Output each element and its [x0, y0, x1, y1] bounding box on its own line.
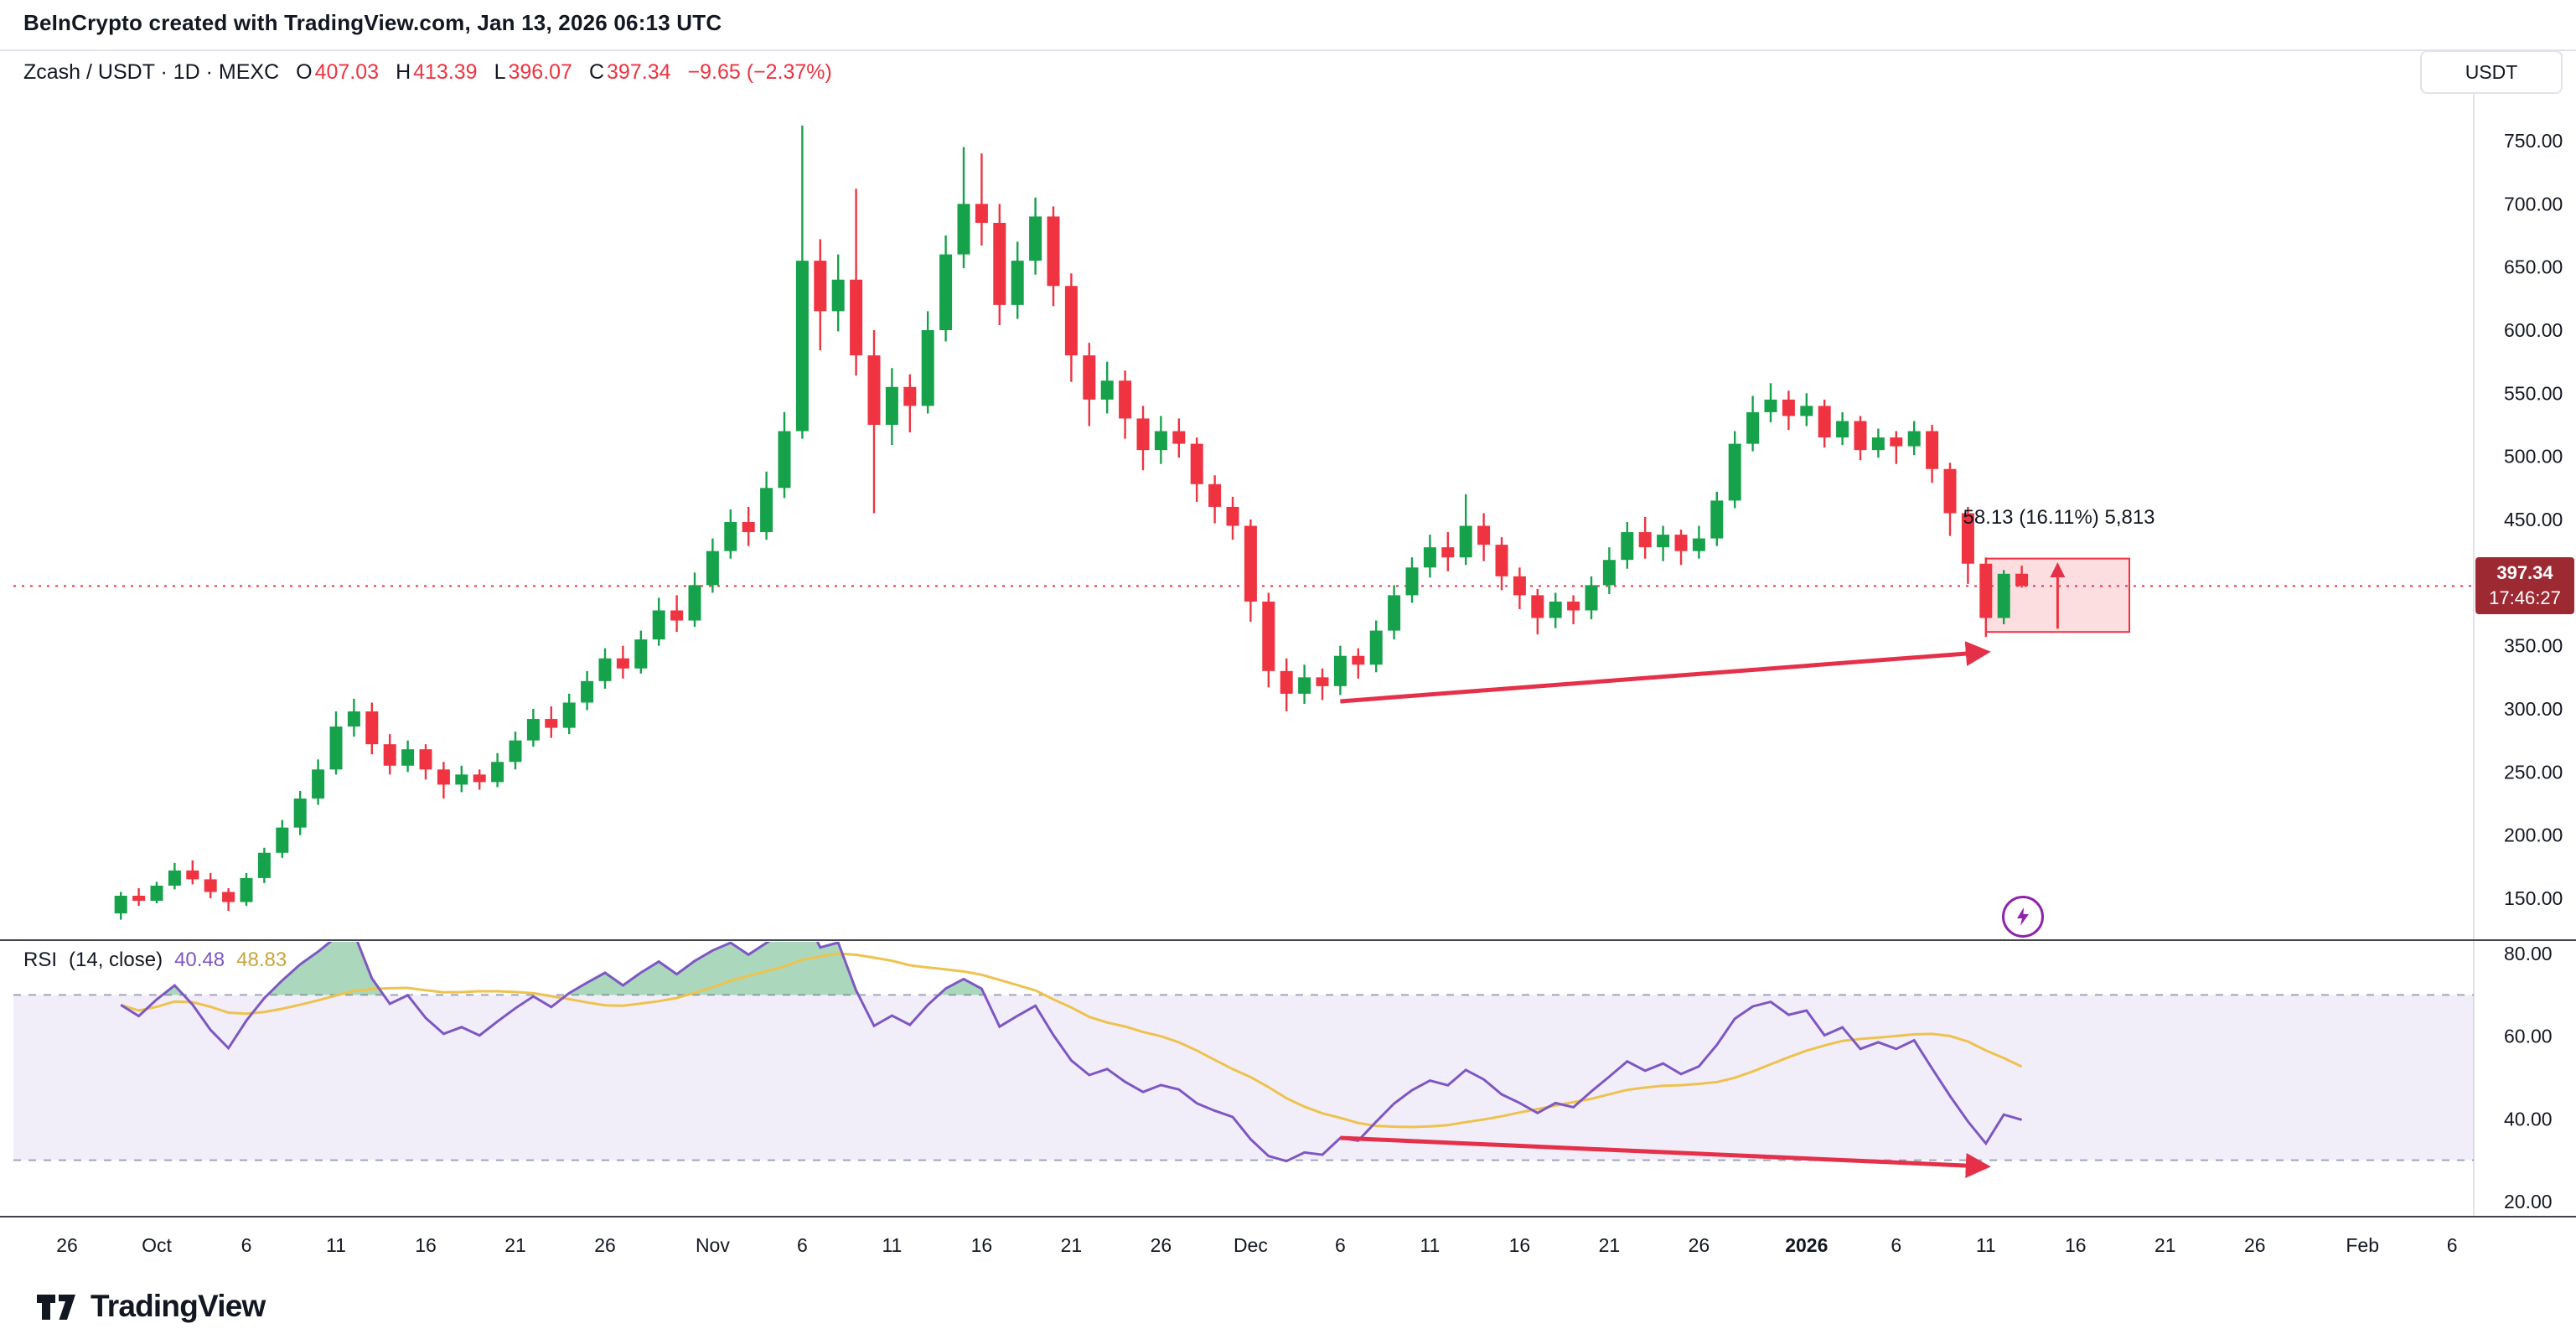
ohlc-open: O 407.03 — [296, 60, 379, 85]
svg-text:26: 26 — [56, 1234, 78, 1256]
svg-text:16: 16 — [2065, 1234, 2087, 1256]
svg-text:250.00: 250.00 — [2504, 761, 2563, 783]
svg-text:6: 6 — [1335, 1234, 1346, 1256]
symbol-legend[interactable]: Zcash / USDT · 1D · MEXC O 407.03 H 413.… — [23, 60, 832, 85]
svg-text:11: 11 — [1420, 1234, 1440, 1256]
svg-text:150.00: 150.00 — [2504, 887, 2563, 909]
ohlc-low: L 396.07 — [494, 60, 572, 85]
svg-text:350.00: 350.00 — [2504, 635, 2563, 657]
rsi-ma-line — [120, 952, 2023, 1129]
price-axis-labels: 750.00 700.00 650.00 600.00 550.00 500.00 450.… — [2504, 130, 2563, 909]
close-value: 397.34 — [607, 60, 671, 84]
rsi-params: (14, close) — [69, 949, 163, 971]
svg-text:6: 6 — [1891, 1234, 1901, 1256]
svg-text:200.00: 200.00 — [2504, 825, 2563, 846]
svg-text:26: 26 — [1151, 1234, 1172, 1256]
svg-text:16: 16 — [1509, 1234, 1531, 1256]
svg-text:450.00: 450.00 — [2504, 509, 2563, 530]
rsi-axis-labels: 80.00 60.00 40.00 20.00 — [2504, 943, 2553, 1212]
svg-text:700.00: 700.00 — [2504, 193, 2563, 215]
svg-text:Dec: Dec — [1234, 1234, 1268, 1256]
currency-toggle[interactable]: USDT — [2420, 50, 2563, 94]
change-value: −9.65 (−2.37%) — [687, 60, 832, 84]
svg-text:21: 21 — [1061, 1234, 1083, 1256]
rsi-overbought-fill — [162, 942, 985, 995]
svg-text:6: 6 — [2447, 1234, 2458, 1256]
high-value: 413.39 — [413, 60, 478, 84]
svg-text:60.00: 60.00 — [2504, 1026, 2553, 1047]
time-axis-labels: 26 Oct 6 11 16 21 26 Nov 6 11 16 21 26 Dec 6 11 16 21 26 20… — [56, 1234, 2457, 1256]
svg-text:26: 26 — [1689, 1234, 1710, 1256]
svg-text:650.00: 650.00 — [2504, 256, 2563, 278]
rsi-trend-arrow — [1340, 1135, 1991, 1178]
symbol-title[interactable]: Zcash / USDT · 1D · MEXC — [23, 60, 280, 84]
candlestick-layer — [114, 125, 2029, 920]
svg-text:11: 11 — [1976, 1234, 1996, 1256]
svg-text:21: 21 — [1599, 1234, 1621, 1256]
tradingview-logo[interactable]: TradingView — [37, 1289, 266, 1324]
svg-text:80.00: 80.00 — [2504, 943, 2553, 964]
rsi-ma-value: 48.83 — [236, 949, 287, 971]
svg-text:550.00: 550.00 — [2504, 382, 2563, 404]
rsi-value: 40.48 — [174, 949, 225, 971]
open-value: 407.03 — [314, 60, 380, 84]
svg-text:21: 21 — [504, 1234, 526, 1256]
svg-text:6: 6 — [797, 1234, 808, 1256]
ohlc-close: C 397.34 — [589, 60, 671, 85]
close-label: C — [588, 60, 605, 84]
svg-text:6: 6 — [241, 1234, 252, 1256]
open-label: O — [296, 60, 313, 84]
svg-text:21: 21 — [2154, 1234, 2176, 1256]
bar-countdown: 17:46:27 — [2489, 587, 2561, 609]
svg-text:Oct: Oct — [142, 1234, 172, 1256]
rsi-indicator-legend[interactable]: RSI (14, close) 40.48 48.83 — [23, 949, 287, 972]
rsi-band — [13, 994, 2474, 1161]
svg-text:16: 16 — [971, 1234, 993, 1256]
high-label: H — [396, 60, 411, 84]
pane-frames — [0, 49, 2576, 1218]
last-price-value: 397.34 — [2496, 562, 2553, 584]
svg-text:300.00: 300.00 — [2504, 698, 2563, 720]
range-measure-label[interactable]: 58.13 (16.11%) 5,813 — [1963, 506, 2155, 529]
lightning-bolt-glyph — [2017, 907, 2029, 926]
tradingview-wordmark: TradingView — [91, 1289, 266, 1323]
low-label: L — [494, 60, 506, 84]
rsi-title[interactable]: RSI — [23, 949, 58, 971]
svg-text:11: 11 — [326, 1234, 346, 1256]
svg-text:40.00: 40.00 — [2504, 1108, 2553, 1130]
last-price-badge: 397.34 17:46:27 — [2475, 557, 2574, 615]
price-trend-arrow — [1340, 641, 1991, 704]
svg-text:16: 16 — [415, 1234, 437, 1256]
svg-text:26: 26 — [2244, 1234, 2266, 1256]
svg-text:2026: 2026 — [1785, 1234, 1828, 1256]
ohlc-high: H 413.39 — [396, 60, 478, 85]
low-value: 396.07 — [508, 60, 572, 84]
svg-text:750.00: 750.00 — [2504, 130, 2563, 152]
svg-text:20.00: 20.00 — [2504, 1191, 2553, 1212]
svg-text:Feb: Feb — [2346, 1234, 2379, 1256]
tradingview-logo-mark — [37, 1295, 75, 1320]
currency-label: USDT — [2465, 60, 2518, 83]
svg-text:11: 11 — [882, 1234, 902, 1256]
svg-text:500.00: 500.00 — [2504, 446, 2563, 468]
svg-text:Nov: Nov — [696, 1234, 730, 1256]
svg-text:26: 26 — [594, 1234, 616, 1256]
rsi-layer — [120, 942, 2023, 1163]
lightning-icon[interactable] — [2002, 896, 2044, 938]
rsi-line — [120, 942, 2023, 1163]
attribution-text: BeInCrypto created with TradingView.com,… — [23, 10, 722, 35]
svg-text:600.00: 600.00 — [2504, 319, 2563, 341]
